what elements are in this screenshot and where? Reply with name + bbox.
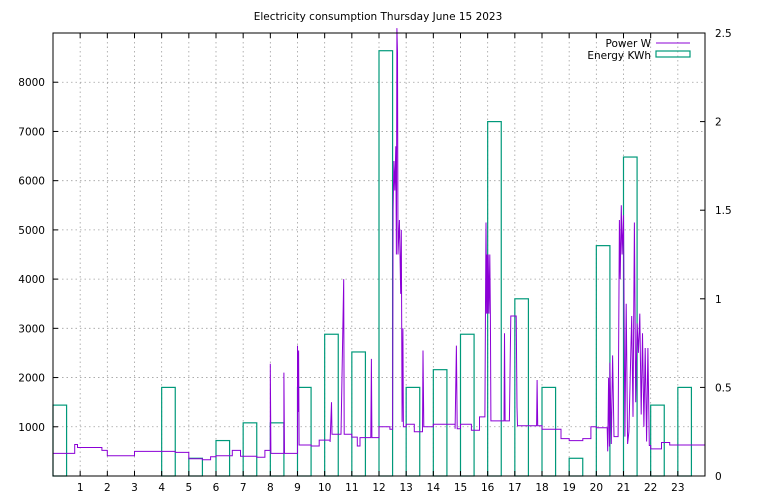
x-tick-label: 7 — [240, 482, 247, 494]
x-tick-label: 17 — [508, 482, 521, 494]
x-tick-label: 20 — [590, 482, 603, 494]
energy-bar — [188, 457, 204, 477]
x-tick-label: 6 — [213, 482, 220, 494]
x-tick-label: 11 — [345, 482, 358, 494]
y-left-tick-label: 5000 — [18, 225, 45, 237]
y-left-tick-label: 7000 — [18, 126, 45, 138]
legend-label-power: Power W — [606, 38, 652, 50]
x-tick-label: 19 — [562, 482, 575, 494]
energy-bar — [161, 386, 176, 477]
x-tick-label: 10 — [318, 482, 331, 494]
legend-swatch-energy — [655, 50, 691, 58]
energy-bar — [378, 50, 394, 477]
chart-title: Electricity consumption Thursday June 15… — [254, 11, 503, 23]
x-tick-label: 8 — [267, 482, 274, 494]
x-tick-label: 12 — [372, 482, 385, 494]
x-tick-label: 23 — [671, 482, 684, 494]
x-tick-label: 2 — [104, 482, 111, 494]
energy-bar — [215, 439, 231, 477]
axes: 1 2 3 4 5 6 7 8 9 10 11 12 13 14 15 16 17 18 19 20 21 22 23100… — [18, 28, 731, 494]
y-right-tick-label: 0.5 — [715, 382, 732, 394]
y-right-tick-label: 2.5 — [715, 28, 732, 40]
energy-bar — [459, 333, 475, 477]
x-tick-label: 3 — [131, 482, 138, 494]
energy-bar — [52, 404, 68, 477]
energy-bar — [296, 386, 312, 477]
y-right-tick-label: 2 — [715, 117, 722, 129]
plot-frame — [52, 32, 706, 477]
y-left-tick-label: 4000 — [18, 274, 45, 286]
y-left-tick-label: 3000 — [18, 323, 45, 335]
y-left-tick-label: 6000 — [18, 176, 45, 188]
energy-bar — [650, 404, 665, 477]
legend-label-energy: Energy KWh — [587, 50, 651, 62]
x-tick-label: 13 — [399, 482, 412, 494]
x-tick-label: 18 — [535, 482, 548, 494]
power-series-line — [53, 28, 705, 461]
energy-bar — [242, 422, 258, 477]
x-tick-label: 22 — [644, 482, 657, 494]
x-tick-label: 5 — [185, 482, 192, 494]
y-right-tick-label: 1.5 — [715, 205, 732, 217]
energy-bar — [351, 351, 367, 477]
legend: Power W Energy KWh — [587, 38, 691, 62]
x-tick-label: 14 — [427, 482, 441, 494]
y-left-tick-label: 1000 — [18, 422, 45, 434]
power-line — [53, 28, 705, 461]
x-tick-label: 4 — [158, 482, 165, 494]
energy-bar — [541, 386, 557, 477]
x-tick-label: 16 — [481, 482, 495, 494]
y-right-tick-label: 0 — [715, 471, 722, 483]
x-tick-label: 1 — [77, 482, 84, 494]
y-left-tick-label: 8000 — [18, 77, 45, 89]
x-tick-label: 9 — [294, 482, 301, 494]
x-tick-label: 15 — [454, 482, 467, 494]
x-tick-label: 21 — [617, 482, 630, 494]
y-right-tick-label: 1 — [715, 294, 722, 306]
y-left-tick-label: 2000 — [18, 373, 45, 385]
energy-bar — [677, 386, 693, 477]
energy-bar — [487, 120, 502, 477]
energy-bar — [269, 422, 285, 477]
energy-bar — [568, 457, 584, 477]
energy-bar — [432, 369, 448, 477]
